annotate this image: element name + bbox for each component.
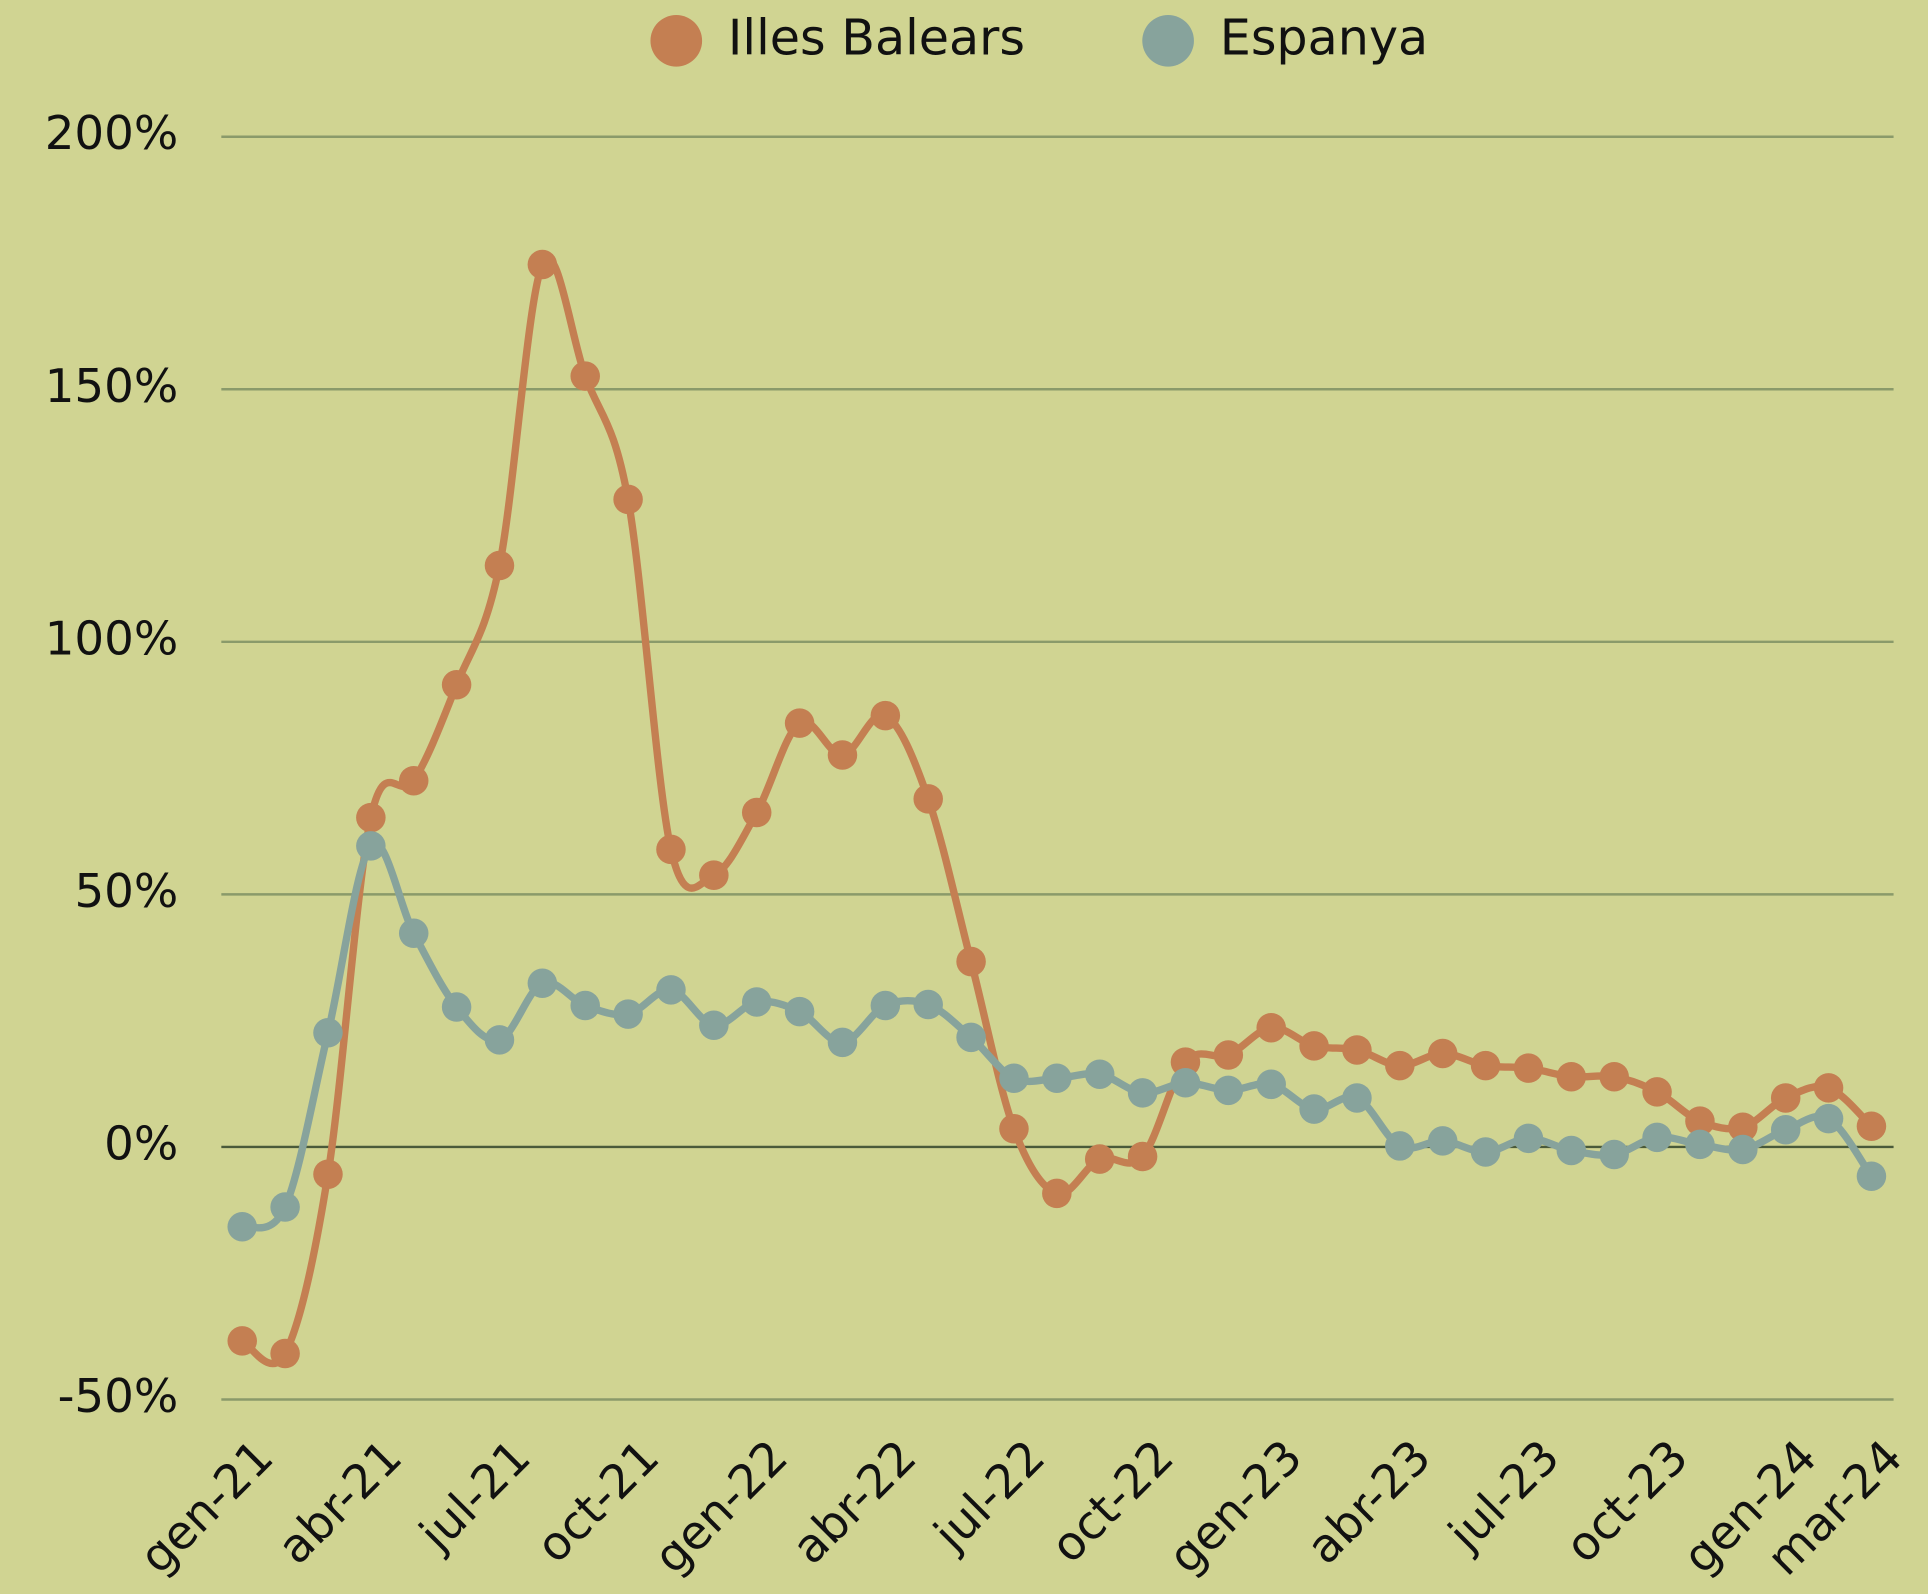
data-point <box>1342 1035 1372 1065</box>
data-point <box>227 1326 257 1356</box>
y-tick-label: 200% <box>45 107 179 161</box>
data-point <box>570 361 600 391</box>
x-tick-label: abr-21 <box>268 1430 413 1575</box>
data-point <box>913 784 943 814</box>
legend-label: Espanya <box>1220 8 1428 66</box>
data-point <box>398 765 429 796</box>
data-point <box>741 797 772 828</box>
y-tick-label: 0% <box>104 1117 178 1171</box>
data-point <box>313 1018 343 1048</box>
data-point <box>1127 1141 1158 1172</box>
data-point <box>699 860 729 890</box>
data-point <box>1470 1050 1501 1081</box>
data-point <box>656 834 686 865</box>
data-point <box>441 992 472 1022</box>
data-point <box>870 700 901 731</box>
data-point <box>1856 1161 1887 1191</box>
data-point <box>1513 1123 1544 1154</box>
x-tick-label: jul-21 <box>409 1430 541 1562</box>
data-point <box>1213 1040 1244 1070</box>
data-point <box>1856 1111 1887 1141</box>
x-tick-label: abr-23 <box>1297 1430 1442 1575</box>
data-point <box>1599 1139 1629 1170</box>
data-point <box>227 1211 257 1242</box>
data-point <box>1556 1135 1587 1166</box>
data-point <box>956 946 986 977</box>
data-point <box>1513 1053 1544 1083</box>
data-point <box>999 1063 1029 1094</box>
data-point <box>1170 1068 1201 1098</box>
data-point <box>1556 1061 1587 1092</box>
data-point <box>913 989 943 1020</box>
data-point <box>1770 1083 1801 1113</box>
data-point <box>1256 1069 1286 1100</box>
y-tick-label: 150% <box>45 360 179 414</box>
data-point <box>1385 1050 1415 1081</box>
data-point <box>313 1159 343 1189</box>
x-tick-label: gen-21 <box>130 1430 284 1584</box>
data-point <box>441 670 472 700</box>
data-point <box>1342 1083 1372 1113</box>
legend-marker <box>650 14 703 67</box>
data-point <box>613 484 643 515</box>
data-point <box>1170 1047 1201 1077</box>
x-tick-label: jul-22 <box>924 1430 1056 1562</box>
data-point <box>398 918 429 949</box>
y-tick-label: 50% <box>74 865 178 919</box>
data-point <box>827 1027 858 1058</box>
data-point <box>356 802 386 833</box>
data-point <box>1042 1178 1072 1209</box>
data-point <box>1813 1073 1844 1103</box>
data-point <box>1770 1115 1801 1145</box>
data-point <box>1685 1129 1715 1160</box>
data-point <box>484 550 515 581</box>
data-point <box>1084 1144 1115 1174</box>
y-tick-label: -50% <box>58 1370 179 1424</box>
data-point <box>570 990 600 1021</box>
data-point <box>999 1114 1029 1144</box>
data-point <box>484 1025 515 1055</box>
data-point <box>956 1022 986 1053</box>
x-tick-label: jul-23 <box>1438 1430 1570 1562</box>
data-point <box>1642 1077 1672 1107</box>
data-point <box>699 1010 729 1040</box>
legend-label: Illes Balears <box>728 8 1025 66</box>
data-point <box>527 968 558 999</box>
data-point <box>1642 1122 1672 1153</box>
data-point <box>1127 1078 1158 1108</box>
data-point <box>656 975 686 1005</box>
data-point <box>827 740 858 770</box>
data-point <box>784 708 815 738</box>
data-point <box>613 999 643 1029</box>
data-point <box>1084 1059 1115 1089</box>
data-point <box>784 996 815 1027</box>
data-point <box>1256 1012 1286 1043</box>
x-tick-label: abr-22 <box>782 1430 927 1575</box>
data-point <box>527 249 558 280</box>
data-point <box>1728 1134 1758 1165</box>
data-point <box>1427 1126 1458 1156</box>
data-point <box>1427 1038 1458 1069</box>
data-point <box>270 1192 300 1222</box>
data-point <box>1813 1103 1844 1134</box>
x-tick-label: gen-22 <box>644 1430 798 1584</box>
data-point <box>870 990 901 1021</box>
data-point <box>741 987 772 1017</box>
legend-marker <box>1142 14 1194 67</box>
data-point <box>1470 1137 1501 1167</box>
data-point <box>1728 1112 1758 1142</box>
data-point <box>1685 1106 1715 1136</box>
data-point <box>1385 1131 1415 1161</box>
data-point <box>1299 1094 1329 1124</box>
data-point <box>1599 1061 1629 1092</box>
data-point <box>356 831 386 861</box>
data-point <box>1042 1063 1072 1094</box>
data-point <box>1299 1031 1329 1061</box>
data-point <box>270 1338 300 1369</box>
x-tick-label: gen-23 <box>1159 1430 1313 1584</box>
data-point <box>1213 1075 1244 1106</box>
y-tick-label: 100% <box>45 612 179 666</box>
